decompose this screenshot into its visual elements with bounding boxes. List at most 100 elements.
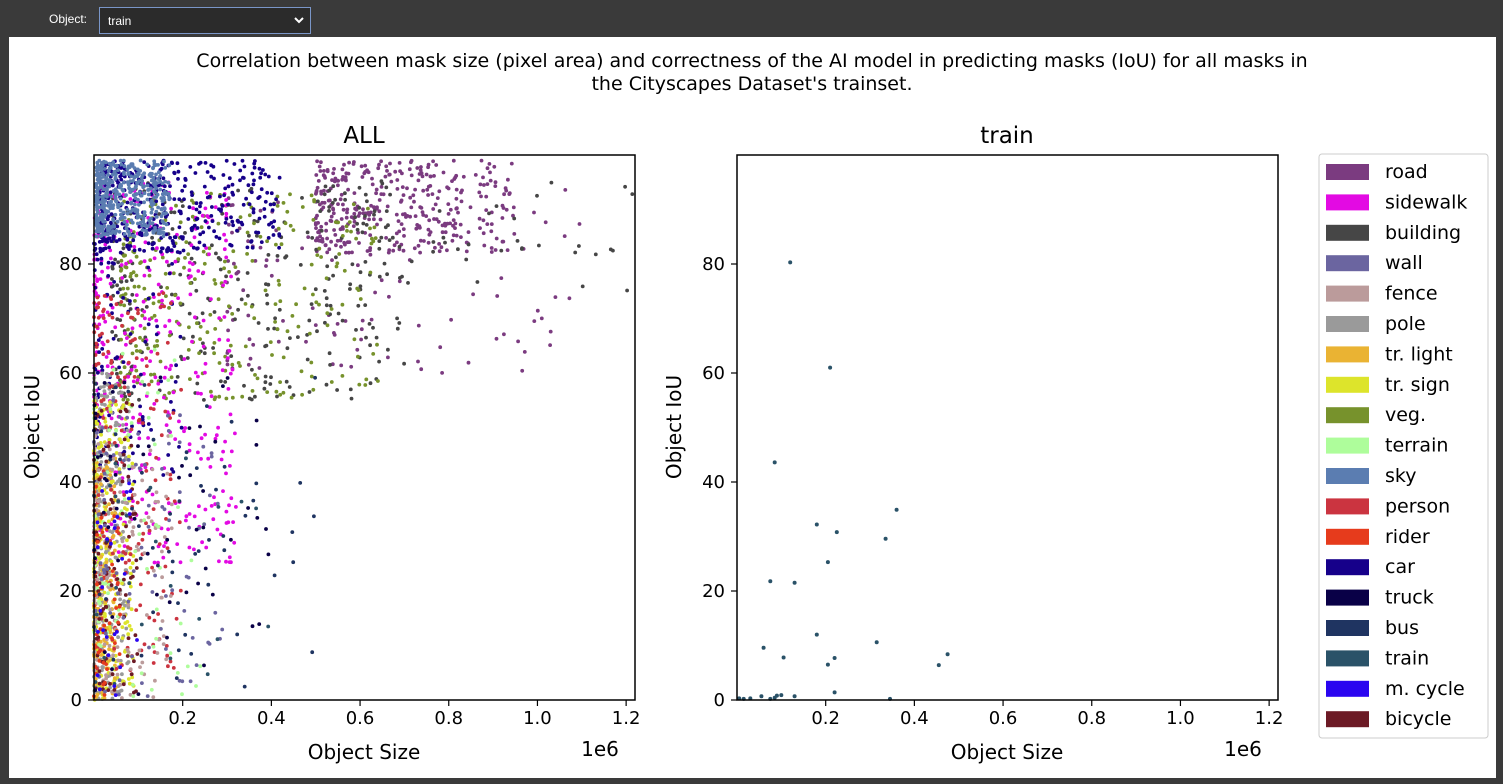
scatter-point	[203, 361, 208, 366]
scatter-point	[481, 175, 485, 180]
scatter-point	[131, 525, 136, 529]
scatter-point	[408, 195, 413, 200]
scatter-point	[120, 672, 124, 677]
scatter-point	[342, 268, 347, 273]
scatter-point	[376, 166, 381, 171]
scatter-point	[107, 428, 112, 432]
scatter-point	[97, 681, 102, 686]
y-axis-label: Object IoU	[20, 375, 44, 479]
scatter-point	[175, 671, 180, 675]
scatter-point	[121, 210, 126, 215]
scatter-point	[104, 485, 109, 490]
scatter-point	[152, 179, 157, 184]
scatter-point	[231, 520, 236, 524]
scatter-point	[102, 650, 107, 654]
scatter-point	[548, 329, 553, 334]
scatter-point	[171, 241, 176, 246]
scatter-point	[377, 162, 381, 167]
scatter-point	[126, 360, 131, 365]
scatter-point	[119, 268, 123, 273]
scatter-point	[336, 202, 340, 207]
scatter-point	[172, 197, 177, 202]
scatter-point	[161, 589, 166, 593]
scatter-point	[368, 270, 373, 275]
scatter-point	[193, 552, 198, 556]
y-tick-label: 0	[71, 690, 82, 711]
scatter-point	[94, 382, 98, 386]
scatter-point	[170, 292, 174, 297]
scatter-point	[170, 262, 175, 266]
scatter-point	[118, 287, 123, 292]
scatter-point	[478, 226, 482, 231]
scatter-point	[224, 559, 228, 564]
scatter-point	[105, 567, 110, 571]
scatter-point	[144, 364, 149, 368]
scatter-point	[95, 533, 99, 537]
scatter-point	[936, 663, 941, 668]
scatter-point	[128, 244, 133, 248]
scatter-point	[532, 319, 537, 323]
scatter-point	[102, 389, 107, 393]
scatter-point	[162, 304, 167, 309]
scatter-point	[138, 582, 143, 587]
scatter-point	[134, 608, 139, 612]
scatter-point	[131, 512, 136, 516]
scatter-point	[268, 382, 273, 386]
scatter-point	[118, 482, 123, 487]
scatter-point	[120, 351, 125, 356]
scatter-point	[171, 271, 176, 276]
scatter-point	[384, 209, 389, 214]
scatter-point	[133, 202, 137, 207]
scatter-point	[164, 644, 169, 648]
scatter-point	[152, 256, 157, 261]
scatter-point	[183, 426, 188, 430]
scatter-point	[792, 580, 797, 585]
scatter-point	[379, 235, 384, 240]
scatter-point	[109, 583, 114, 587]
scatter-point	[195, 321, 199, 326]
scatter-point	[165, 259, 169, 264]
scatter-point	[360, 318, 365, 323]
scatter-point	[187, 205, 192, 210]
scatter-point	[345, 210, 349, 215]
scatter-point	[103, 501, 107, 505]
scatter-point	[117, 365, 121, 370]
scatter-point	[250, 171, 255, 176]
scatter-point	[310, 306, 315, 310]
scatter-point	[108, 248, 113, 253]
object-select[interactable]: train	[99, 7, 311, 34]
scatter-point	[229, 419, 234, 424]
scatter-point	[363, 192, 368, 197]
scatter-point	[184, 240, 189, 245]
scatter-point	[348, 387, 353, 392]
scatter-point	[305, 357, 310, 362]
scatter-point	[224, 471, 228, 476]
scatter-point	[104, 459, 109, 464]
scatter-point	[440, 371, 444, 375]
scatter-point	[93, 363, 98, 368]
scatter-point	[96, 493, 101, 497]
scatter-point	[269, 375, 273, 380]
scatter-point	[494, 236, 499, 241]
scatter-point	[216, 221, 221, 226]
scatter-point	[101, 215, 105, 220]
scatter-point	[147, 228, 152, 232]
scatter-point	[101, 628, 105, 633]
scatter-point	[415, 166, 420, 170]
scatter-point	[176, 169, 181, 174]
scatter-point	[190, 262, 195, 266]
scatter-point	[102, 219, 107, 224]
scatter-point	[103, 419, 108, 424]
scatter-point	[142, 191, 147, 196]
scatter-point	[431, 159, 435, 164]
scatter-point	[110, 636, 114, 641]
y-tick-label: 20	[59, 581, 82, 602]
scatter-point	[177, 440, 182, 445]
scatter-point	[106, 169, 111, 173]
scatter-point	[122, 437, 127, 442]
scatter-point	[121, 606, 126, 611]
scatter-point	[98, 385, 103, 390]
scatter-point	[209, 394, 214, 399]
scatter-point	[342, 240, 347, 245]
scatter-point	[379, 159, 383, 164]
